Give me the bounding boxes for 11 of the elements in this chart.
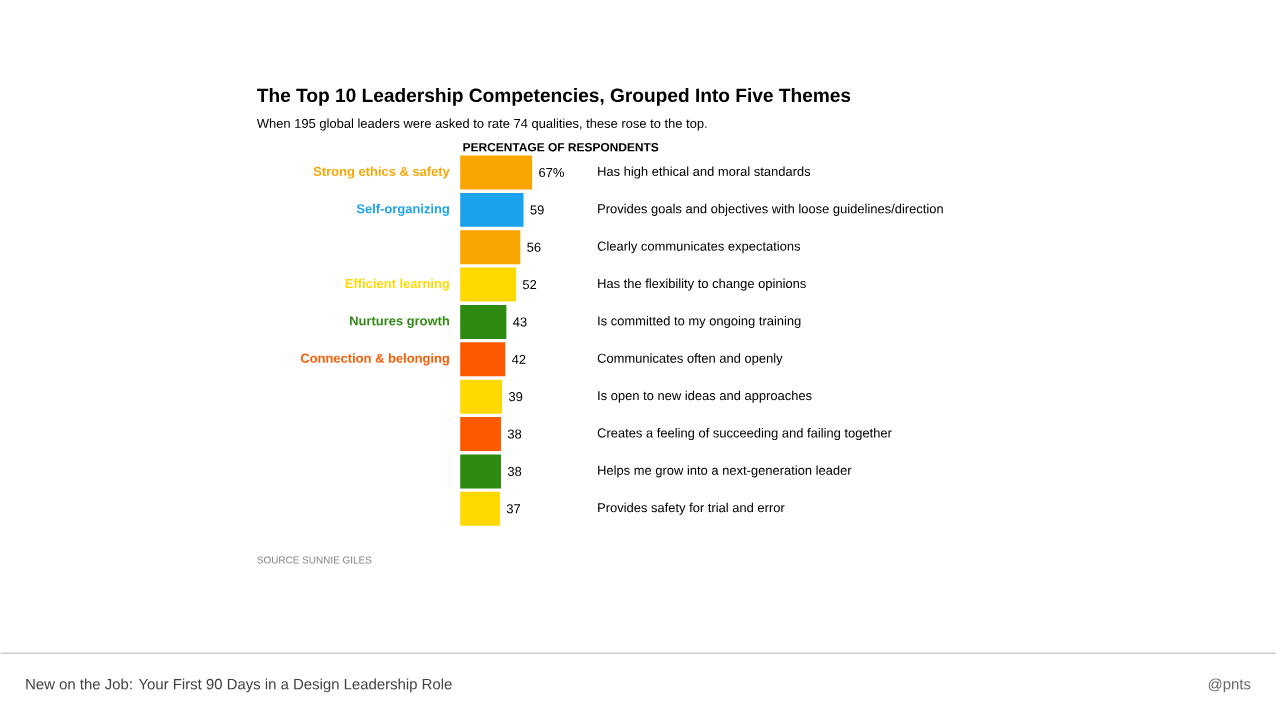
bar (460, 268, 517, 302)
bar (460, 492, 500, 527)
bar (460, 380, 503, 415)
bar (460, 193, 524, 228)
bar (460, 454, 501, 489)
bar (460, 230, 521, 265)
bar (460, 305, 507, 340)
bar (460, 417, 501, 452)
chart-title: The Top 10 Leadership Competencies, Grouped Into Five Themes (257, 88, 851, 107)
bar (460, 155, 533, 190)
bar (460, 342, 506, 377)
